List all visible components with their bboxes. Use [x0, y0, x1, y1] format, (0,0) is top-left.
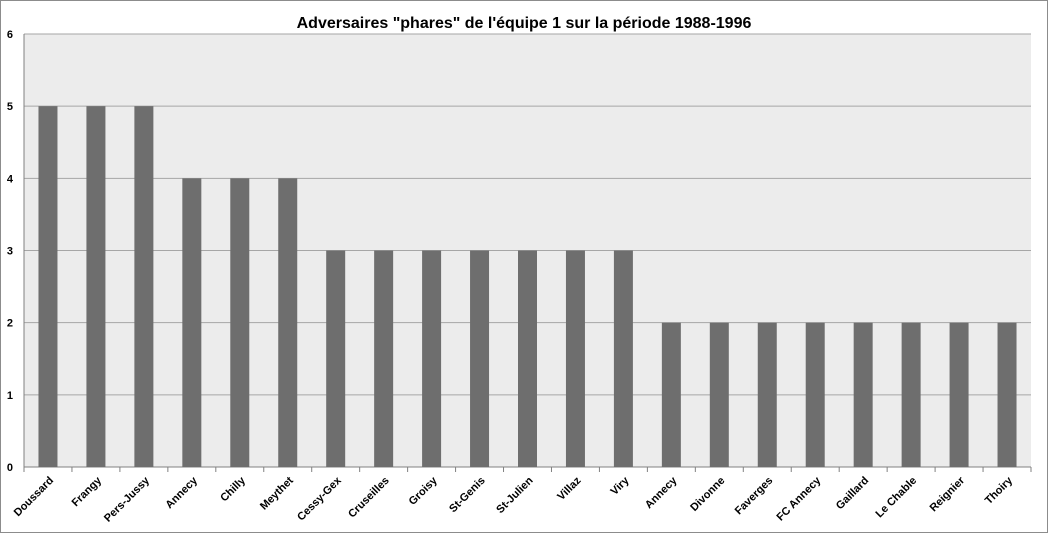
x-tick-label: Viry [608, 474, 632, 498]
bar [709, 322, 729, 467]
x-tick-label: FC Annecy [775, 474, 824, 523]
bar [134, 106, 154, 468]
y-tick-label: 0 [7, 462, 13, 474]
y-tick-label: 1 [7, 390, 13, 402]
bar [518, 250, 537, 467]
bar [278, 178, 298, 468]
bar [853, 322, 873, 467]
bar [182, 178, 202, 468]
x-tick-label: St-Genis [447, 475, 487, 515]
chart-title: Adversaires "phares" de l'équipe 1 sur l… [297, 15, 752, 32]
bar [38, 106, 58, 468]
x-tick-label: Groisy [407, 474, 441, 508]
bar [661, 322, 681, 467]
bar [949, 322, 969, 467]
x-tick-label: Annecy [643, 474, 680, 511]
bar [374, 250, 394, 467]
y-tick-label: 5 [7, 101, 13, 113]
x-tick-label: Le Chable [874, 475, 920, 521]
x-tick-label: Annecy [163, 474, 200, 511]
x-tick-label: St-Julien [494, 474, 536, 516]
y-tick-label: 2 [7, 318, 13, 330]
bar [470, 250, 490, 467]
x-tick-label: Pers-Jussy [102, 474, 153, 525]
x-tick-label: Chilly [218, 474, 248, 504]
y-tick-label: 6 [7, 29, 13, 41]
bar [86, 106, 106, 468]
bar [230, 178, 250, 468]
bar [901, 322, 921, 467]
bar [422, 250, 442, 467]
x-tick-label: Thoiry [983, 474, 1016, 507]
x-tick-label: Cessy-Gex [295, 474, 344, 523]
bar [757, 322, 777, 467]
x-tick-label: Frangy [70, 474, 105, 509]
y-tick-label: 3 [7, 246, 13, 258]
y-tick-label: 4 [7, 173, 14, 185]
x-tick-label: Cruseilles [346, 475, 392, 521]
x-tick-label: Villaz [555, 474, 584, 503]
bar [326, 250, 346, 467]
x-tick-label: Reignier [928, 474, 968, 514]
x-tick-label: Meythet [258, 474, 296, 512]
x-tick-label: Faverges [733, 475, 776, 518]
bar [613, 250, 633, 467]
x-tick-label: Doussard [12, 475, 56, 519]
x-tick-label: Divonne [688, 475, 727, 514]
bar [805, 322, 825, 467]
x-tick-label: Gaillard [834, 475, 871, 512]
bar [565, 250, 585, 467]
bar [997, 322, 1017, 467]
